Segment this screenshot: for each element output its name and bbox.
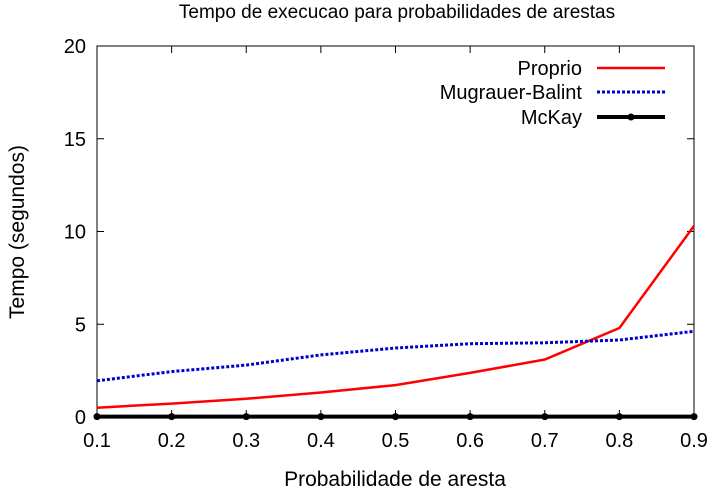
legend-point-mckay: [627, 113, 635, 121]
y-axis-label: Tempo (segundos): [6, 145, 29, 319]
data-point-mckay: [466, 413, 474, 421]
x-tick-label: 0.9: [680, 430, 708, 452]
plot-frame: [96, 45, 695, 418]
series-line-mugrauer-balint: [96, 329, 695, 383]
data-point-mckay: [392, 413, 399, 421]
y-tick-label: 0: [75, 407, 86, 429]
legend-label-mugrauer-balint: Mugrauer-Balint: [440, 82, 583, 104]
data-point-mckay: [541, 413, 549, 421]
y-tick-label: 10: [64, 222, 86, 244]
x-tick-label: 0.2: [158, 430, 186, 452]
x-tick-label: 0.7: [531, 430, 559, 452]
y-tick-label: 20: [64, 36, 86, 58]
tick-labels: 0.1 0.2 0.3 0.4 0.5 0.6 0.7 0.8 0.9 0 5 10 15 20: [64, 36, 708, 452]
y-tick-label: 15: [64, 129, 86, 151]
data-point-mckay: [242, 413, 250, 421]
chart-title: Tempo de execucao para probabilidades de…: [179, 2, 615, 23]
data-point-mckay: [690, 413, 698, 421]
y-tick-label: 5: [75, 314, 86, 336]
data-point-mckay: [317, 413, 325, 421]
x-tick-label: 0.6: [456, 430, 484, 452]
x-tick-label: 0.8: [605, 430, 633, 452]
data-point-mckay: [615, 413, 623, 421]
x-axis-label: Probabilidade de aresta: [284, 468, 506, 489]
series-line-proprio: [96, 225, 696, 409]
legend-label-proprio: Proprio: [518, 58, 582, 80]
x-tick-label: 0.3: [232, 430, 260, 452]
x-tick-label: 0.5: [382, 430, 410, 452]
x-tick-label: 0.1: [83, 430, 111, 452]
series-group: [93, 225, 698, 421]
axis-ticks: [96, 45, 695, 418]
x-tick-label: 0.4: [307, 430, 335, 452]
legend-label-mckay: McKay: [521, 107, 582, 129]
data-point-mckay: [168, 413, 176, 421]
data-point-mckay: [93, 413, 101, 421]
